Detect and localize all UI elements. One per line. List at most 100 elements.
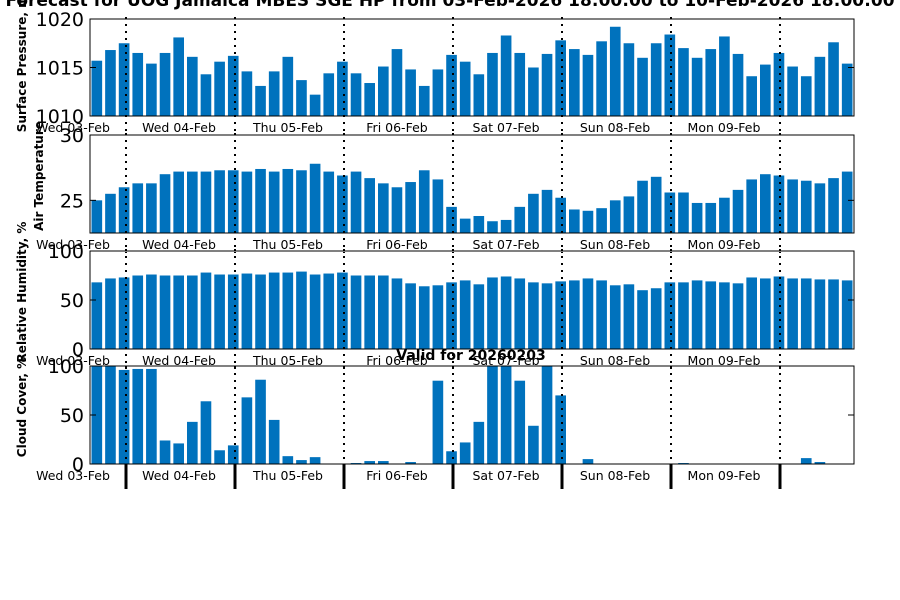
bar (105, 278, 116, 349)
bar (91, 200, 103, 233)
y-tick-label: 0 (72, 339, 84, 361)
y-tick-label: 1015 (36, 58, 84, 80)
bar (268, 272, 280, 349)
bar (582, 459, 594, 464)
bar (732, 53, 744, 116)
bar (378, 183, 389, 233)
bar (159, 174, 171, 233)
bar (705, 49, 717, 116)
bar (691, 202, 703, 233)
bar (650, 176, 662, 233)
bar (773, 52, 785, 116)
bar (241, 273, 253, 349)
bar (514, 380, 526, 464)
bar (528, 425, 539, 464)
bar (214, 274, 225, 349)
bar (323, 73, 335, 116)
bar (132, 52, 144, 116)
bar (760, 64, 771, 116)
bar (691, 57, 703, 116)
bar (364, 178, 375, 233)
bar (555, 197, 566, 233)
bar (555, 395, 566, 464)
bar (200, 272, 212, 349)
bar (623, 196, 635, 233)
bar (432, 380, 444, 464)
bar (418, 170, 430, 233)
bar (255, 85, 266, 116)
bar (173, 37, 184, 116)
y-tick-label: 50 (60, 405, 84, 427)
x-day-label: Wed 03-Feb (36, 237, 110, 252)
bar (637, 57, 648, 116)
bar (132, 368, 144, 464)
bar (582, 278, 594, 349)
bar (241, 171, 253, 233)
bar (582, 54, 594, 116)
bar (828, 178, 839, 233)
bar (623, 43, 635, 116)
bar (432, 69, 444, 116)
bar (268, 419, 280, 464)
x-day-label: Sat 07-Feb (472, 468, 539, 483)
bar (787, 66, 798, 116)
chart-panel-4: 0 50 100 Cloud Cover, % Wed 03-Feb Wed 04-Feb… (15, 356, 855, 489)
x-day-label: Fri 06-Feb (366, 353, 427, 368)
bar (405, 182, 416, 233)
y-axis-label: Cloud Cover, % (15, 357, 29, 457)
y-axis-label: Surface Pressure, mb (15, 0, 29, 132)
bar (473, 74, 485, 116)
bar (678, 48, 689, 116)
bar (173, 443, 184, 464)
bar (609, 285, 621, 349)
bar (187, 421, 198, 464)
bar (459, 61, 471, 116)
bar (268, 171, 280, 233)
bar (569, 209, 580, 233)
chart-panel-1: 1010 1015 1020 Surface Pressure, mb Wed 03-F… (15, 0, 855, 136)
bar (719, 197, 730, 233)
bar (828, 279, 839, 349)
bar (773, 175, 785, 233)
bar (814, 462, 826, 464)
bar (514, 278, 526, 349)
x-day-label: Wed 04-Feb (142, 237, 216, 252)
bar (91, 366, 103, 464)
bar (432, 179, 444, 233)
y-tick-label: 30 (60, 125, 84, 147)
bar (528, 193, 539, 233)
bar (350, 171, 362, 233)
bar (187, 56, 198, 116)
bar (118, 43, 130, 116)
bar (187, 275, 198, 349)
bar (214, 450, 225, 464)
bar (350, 73, 362, 116)
x-day-label: Fri 06-Feb (366, 468, 427, 483)
bar (255, 379, 266, 464)
bar (555, 281, 566, 349)
bar (650, 43, 662, 116)
bar (391, 278, 403, 349)
bar (159, 440, 171, 464)
bar (814, 183, 826, 233)
chart-panel-3: 0 50 100 Relative Humidity, % Wed 03-Feb Wed … (15, 222, 855, 369)
bar (337, 272, 348, 349)
bar (200, 401, 212, 464)
bar (309, 94, 321, 116)
bar (446, 54, 457, 116)
x-day-label: Fri 06-Feb (366, 120, 427, 135)
bar (773, 276, 785, 349)
x-day-label: Thu 05-Feb (252, 237, 323, 252)
bar (596, 208, 607, 233)
bar (800, 458, 812, 464)
bar (787, 278, 798, 349)
bar (664, 192, 676, 233)
bar (173, 171, 184, 233)
bar (146, 274, 157, 349)
bar (678, 282, 689, 349)
y-tick-label: 1010 (36, 106, 84, 128)
x-day-label: Mon 09-Feb (688, 237, 761, 252)
bar (596, 41, 607, 117)
bar (691, 280, 703, 349)
bar (146, 183, 157, 233)
